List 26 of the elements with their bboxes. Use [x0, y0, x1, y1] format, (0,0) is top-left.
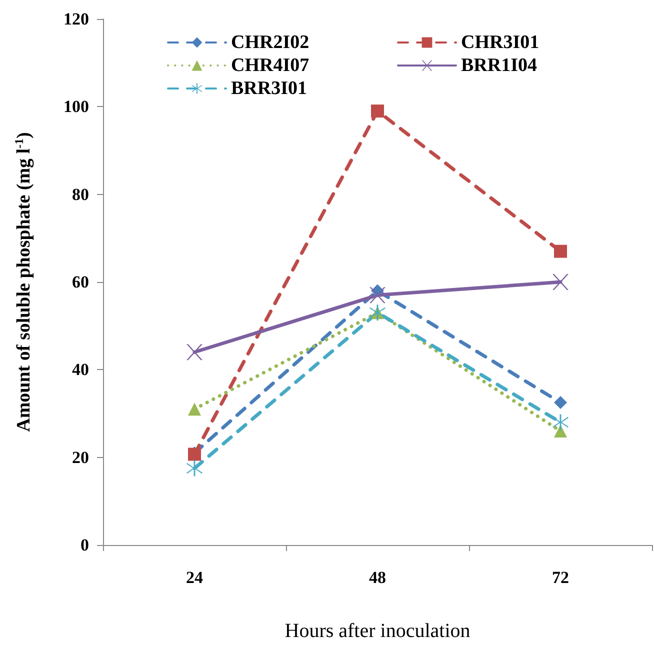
point	[552, 274, 568, 290]
y-tick-label: 40	[72, 360, 89, 380]
y-tick-label: 100	[64, 97, 89, 116]
point	[186, 344, 202, 360]
x-tick-label: 24	[186, 568, 204, 587]
point	[554, 244, 567, 258]
legend-label: CHR3I01	[461, 32, 540, 53]
y-tick-label: 80	[72, 184, 89, 204]
point	[552, 414, 568, 430]
y-tick-label: 60	[72, 272, 89, 292]
point	[554, 396, 567, 410]
point	[371, 104, 384, 118]
point	[554, 424, 567, 438]
x-tick-label: 72	[552, 568, 569, 587]
x-tick-label: 48	[369, 568, 386, 587]
legend-label: BRR3I01	[231, 78, 308, 99]
point	[188, 402, 201, 416]
y-tick-label: 120	[64, 10, 89, 28]
y-tick-label: 0	[80, 536, 89, 554]
y-tick-label: 20	[72, 448, 89, 467]
legend-label: CHR2I02	[231, 32, 310, 53]
y-axis-title: Amount of soluble phosphate (mg l-1)	[12, 132, 34, 432]
legend-label: CHR4I07	[231, 55, 310, 76]
x-axis-title: Hours after inoculation	[284, 620, 470, 642]
legend-label: BRR1I04	[461, 55, 538, 76]
point	[370, 287, 386, 304]
